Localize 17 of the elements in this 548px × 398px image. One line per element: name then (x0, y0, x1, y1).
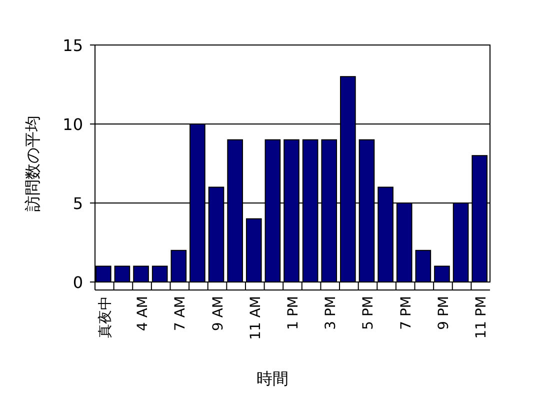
y-tick-label: 0 (72, 273, 83, 292)
x-tick-label: 11 PM (474, 296, 490, 339)
x-tick-label: 9 PM (436, 296, 452, 330)
x-tick-label: 1 PM (286, 296, 302, 330)
x-tick-label: 9 AM (210, 296, 226, 332)
y-tick-label: 15 (62, 36, 83, 55)
x-tick-label: 7 PM (398, 296, 414, 330)
y-axis-title: 訪問数の平均 (23, 116, 42, 212)
y-tick-label: 5 (72, 194, 83, 213)
x-tick-label: 3 PM (323, 296, 340, 330)
x-tick-label: 真夜中 (97, 296, 114, 338)
x-tick-label: 4 AM (135, 296, 152, 332)
x-axis-title: 時間 (256, 369, 288, 388)
x-tick-label: 11 AM (248, 296, 264, 340)
x-tick-label: 5 PM (360, 296, 377, 330)
x-tick-label: 7 AM (172, 296, 189, 332)
y-tick-label: 10 (62, 115, 83, 134)
